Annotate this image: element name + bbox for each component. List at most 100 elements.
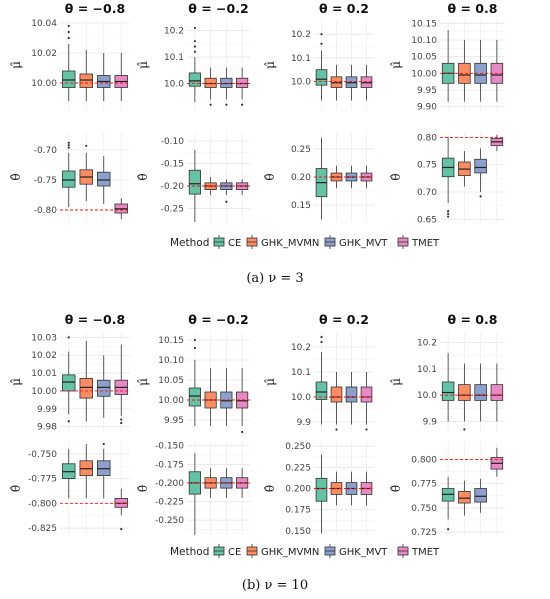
tick-label: -0.75 bbox=[34, 176, 57, 186]
outlier-point bbox=[193, 50, 196, 53]
outlier-point bbox=[67, 36, 70, 40]
panel: 10.00 10.02 10.04 μ̂ bbox=[9, 19, 130, 110]
box-tmet bbox=[360, 372, 373, 431]
tick-label: 10.1 bbox=[417, 365, 437, 375]
outlier-point bbox=[320, 340, 323, 344]
tick-label: 10.05 bbox=[158, 376, 184, 386]
panel-title: θ = −0.2 bbox=[188, 1, 248, 16]
box bbox=[188, 169, 201, 195]
outlier-point bbox=[120, 418, 123, 421]
tick-label: 10.00 bbox=[31, 387, 57, 397]
box-ghk_mvmn bbox=[458, 480, 471, 516]
outlier-point bbox=[67, 146, 70, 149]
panel-title: θ = 0.8 bbox=[448, 312, 498, 327]
tick-label: 10.0 bbox=[291, 393, 311, 403]
tick-label: 10.0 bbox=[291, 78, 311, 88]
box-tmet bbox=[114, 53, 128, 101]
box-tmet bbox=[490, 134, 504, 152]
tick-label: 9.9 bbox=[297, 418, 312, 428]
outlier-point bbox=[193, 26, 196, 30]
row-label: θ̂ bbox=[263, 485, 277, 492]
tick-label: 10.2 bbox=[417, 339, 437, 349]
box bbox=[315, 477, 328, 502]
legend-label: GHK_MVMN bbox=[261, 238, 319, 249]
box-ce bbox=[315, 454, 328, 534]
tick-label: 9.98 bbox=[37, 423, 57, 433]
tick-label: 0.80 bbox=[417, 133, 437, 143]
row-label: μ̂ bbox=[389, 61, 403, 69]
box bbox=[458, 384, 471, 401]
tick-label: 10.01 bbox=[31, 369, 57, 379]
box bbox=[441, 381, 455, 401]
box bbox=[474, 158, 487, 174]
row-label: μ̂ bbox=[263, 378, 277, 386]
tick-label: 9.99 bbox=[37, 405, 57, 415]
box bbox=[97, 379, 111, 397]
tick-label: 10.02 bbox=[31, 49, 57, 59]
legend-label: GHK_MVT bbox=[339, 238, 388, 249]
tick-label: -0.150 bbox=[155, 442, 184, 452]
box-ce bbox=[315, 137, 328, 220]
row-label: μ̂ bbox=[9, 378, 23, 386]
box-ce bbox=[188, 26, 201, 103]
panel: 0.15 0.20 0.25 θ̂ bbox=[263, 132, 374, 222]
box-tmet bbox=[490, 363, 504, 422]
tick-label: 0.15 bbox=[291, 201, 311, 211]
box-tmet bbox=[490, 447, 504, 477]
panel: 9.98 9.99 10.00 10.01 10.02 10.03 μ̂ bbox=[9, 332, 130, 433]
caption: (a) ν = 3 bbox=[246, 271, 303, 286]
tick-label: 0.800 bbox=[411, 455, 437, 465]
panel: -0.80 -0.75 -0.70 θ̂ bbox=[9, 132, 130, 222]
box-ghk_mvt bbox=[97, 156, 111, 204]
box-ce bbox=[62, 141, 76, 207]
legend-label: TMET bbox=[411, 238, 440, 249]
tick-label: -0.250 bbox=[155, 516, 184, 526]
tick-label: 0.70 bbox=[417, 188, 437, 198]
box bbox=[236, 77, 249, 88]
box bbox=[79, 73, 93, 88]
outlier-point bbox=[447, 209, 450, 213]
outlier-point bbox=[225, 200, 228, 203]
box-tmet bbox=[490, 40, 504, 102]
box-ghk_mvt bbox=[97, 355, 111, 418]
tick-label: 10.15 bbox=[411, 19, 437, 29]
tick-label: 10.15 bbox=[158, 336, 184, 346]
panel-title: θ = −0.8 bbox=[65, 312, 125, 327]
box bbox=[490, 384, 504, 401]
tick-label: 9.9 bbox=[423, 417, 438, 427]
caption: (b) ν = 10 bbox=[242, 578, 308, 593]
box bbox=[188, 72, 201, 87]
tick-label: -0.20 bbox=[161, 182, 185, 192]
box-ce bbox=[441, 476, 455, 531]
legend-label: CE bbox=[228, 547, 241, 558]
row-label: θ̂ bbox=[263, 173, 277, 180]
tick-label: 10.05 bbox=[411, 53, 437, 63]
outlier-point bbox=[193, 346, 196, 350]
row-label: μ̂ bbox=[136, 378, 150, 386]
outlier-point bbox=[365, 428, 368, 431]
panel: -0.825 -0.800 -0.775 -0.750 θ̂ bbox=[9, 442, 130, 535]
outlier-point bbox=[463, 428, 466, 431]
box-ghk_mvt bbox=[474, 40, 487, 102]
tick-label: 0.175 bbox=[285, 506, 311, 516]
tick-label: 0.150 bbox=[285, 527, 311, 537]
tick-label: 0.75 bbox=[417, 161, 437, 171]
panel: -0.25 -0.20 -0.15 -0.10 θ̂ bbox=[136, 132, 250, 222]
box-ghk_mvmn bbox=[79, 340, 93, 422]
box-ghk_mvt bbox=[97, 53, 111, 101]
box bbox=[62, 170, 76, 188]
tick-label: -0.200 bbox=[155, 479, 184, 489]
legend-label: GHK_MVMN bbox=[261, 547, 319, 558]
tick-label: 0.775 bbox=[411, 480, 437, 490]
tick-label: 0.225 bbox=[285, 463, 311, 473]
outlier-point bbox=[120, 421, 123, 425]
box-ghk_mvmn bbox=[79, 50, 93, 101]
box-tmet bbox=[114, 344, 128, 425]
outlier-point bbox=[320, 335, 323, 339]
tick-label: 10.00 bbox=[158, 396, 184, 406]
facet-block-nu10: θ = −0.8 θ = −0.2 θ = 0.2 θ = 0.8 Method CE GH… bbox=[65, 312, 498, 593]
box bbox=[345, 386, 358, 403]
tick-label: 10.1 bbox=[164, 53, 184, 63]
outlier-point bbox=[102, 442, 105, 446]
